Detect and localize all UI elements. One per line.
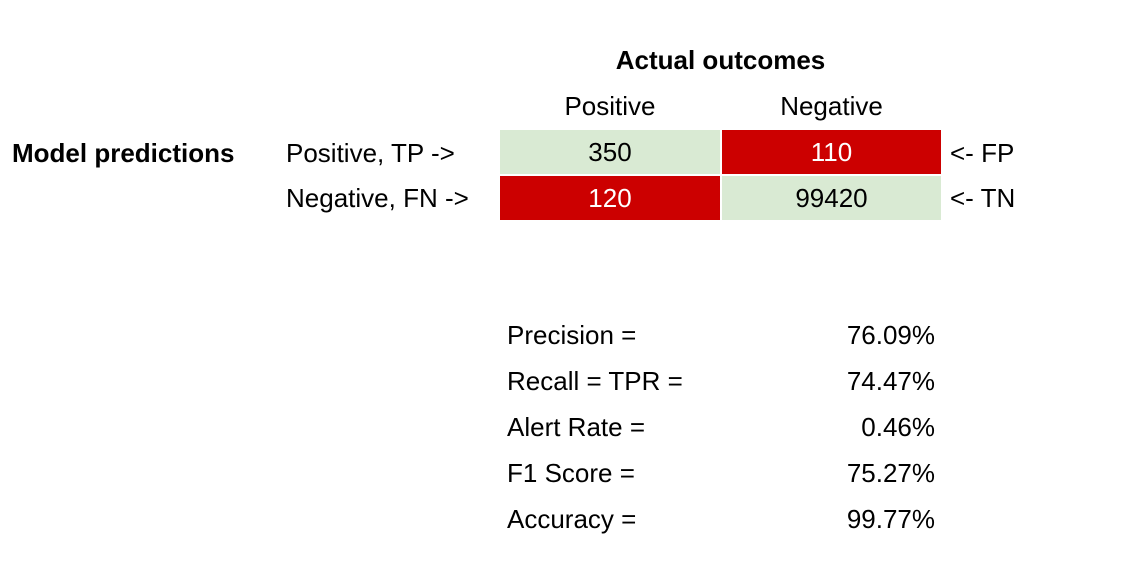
column-header-negative: Negative bbox=[780, 91, 883, 121]
metric-value-recall: 74.47% bbox=[846, 366, 935, 396]
false-positive-cell: 110 bbox=[722, 130, 941, 174]
metric-value-alert-rate: 0.46% bbox=[861, 412, 935, 442]
row-suffix-fp: <- FP bbox=[950, 138, 1015, 168]
metric-label-alert-rate: Alert Rate = bbox=[507, 412, 646, 442]
row-label-negative: Negative, FN -> bbox=[286, 183, 469, 213]
metric-label-precision: Precision = bbox=[507, 320, 637, 350]
metric-label-accuracy: Accuracy = bbox=[507, 504, 637, 534]
model-predictions-label: Model predictions bbox=[12, 138, 235, 168]
metric-value-precision: 76.09% bbox=[846, 320, 935, 350]
row-label-positive: Positive, TP -> bbox=[286, 138, 455, 168]
actual-outcomes-title: Actual outcomes bbox=[615, 45, 826, 75]
metric-value-accuracy: 99.77% bbox=[846, 504, 935, 534]
row-suffix-tn: <- TN bbox=[950, 183, 1016, 213]
false-negative-cell: 120 bbox=[500, 176, 720, 220]
metric-label-recall: Recall = TPR = bbox=[507, 366, 683, 396]
true-negative-cell: 99420 bbox=[722, 176, 941, 220]
metric-value-f1-score: 75.27% bbox=[846, 458, 935, 488]
column-header-positive: Positive bbox=[564, 91, 656, 121]
true-positive-cell: 350 bbox=[500, 130, 720, 174]
metric-label-f1-score: F1 Score = bbox=[507, 458, 635, 488]
